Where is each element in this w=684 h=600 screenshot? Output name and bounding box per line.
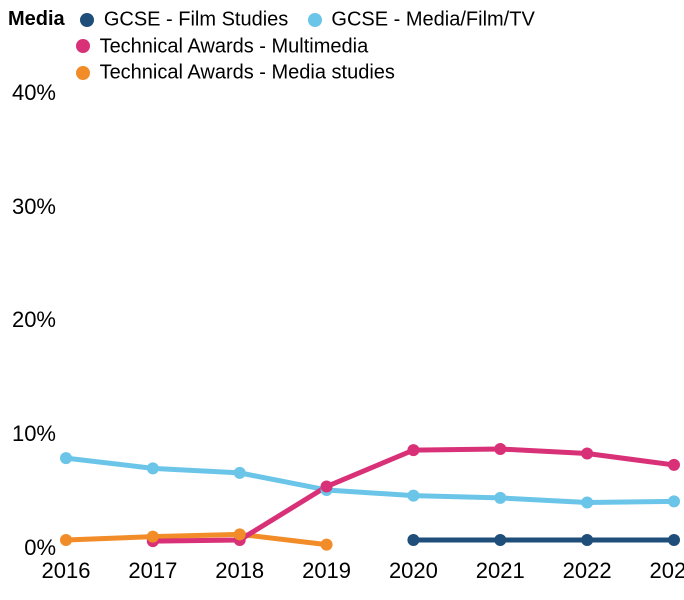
data-point-marker: [321, 539, 333, 551]
chart-svg: [0, 0, 684, 600]
data-point-marker: [581, 496, 593, 508]
chart-container: Media GCSE - Film Studies GCSE - Media/F…: [0, 0, 684, 600]
data-point-marker: [321, 481, 333, 493]
data-point-marker: [60, 452, 72, 464]
data-point-marker: [668, 534, 680, 546]
data-point-marker: [407, 444, 419, 456]
data-point-marker: [407, 534, 419, 546]
data-point-marker: [668, 495, 680, 507]
data-point-marker: [147, 531, 159, 543]
data-point-marker: [407, 490, 419, 502]
data-point-marker: [494, 492, 506, 504]
markers-group: [60, 443, 680, 551]
data-point-marker: [581, 448, 593, 460]
data-point-marker: [234, 467, 246, 479]
data-point-marker: [494, 443, 506, 455]
data-point-marker: [494, 534, 506, 546]
data-point-marker: [234, 528, 246, 540]
data-point-marker: [147, 462, 159, 474]
data-point-marker: [60, 534, 72, 546]
data-point-marker: [581, 534, 593, 546]
data-point-marker: [668, 459, 680, 471]
